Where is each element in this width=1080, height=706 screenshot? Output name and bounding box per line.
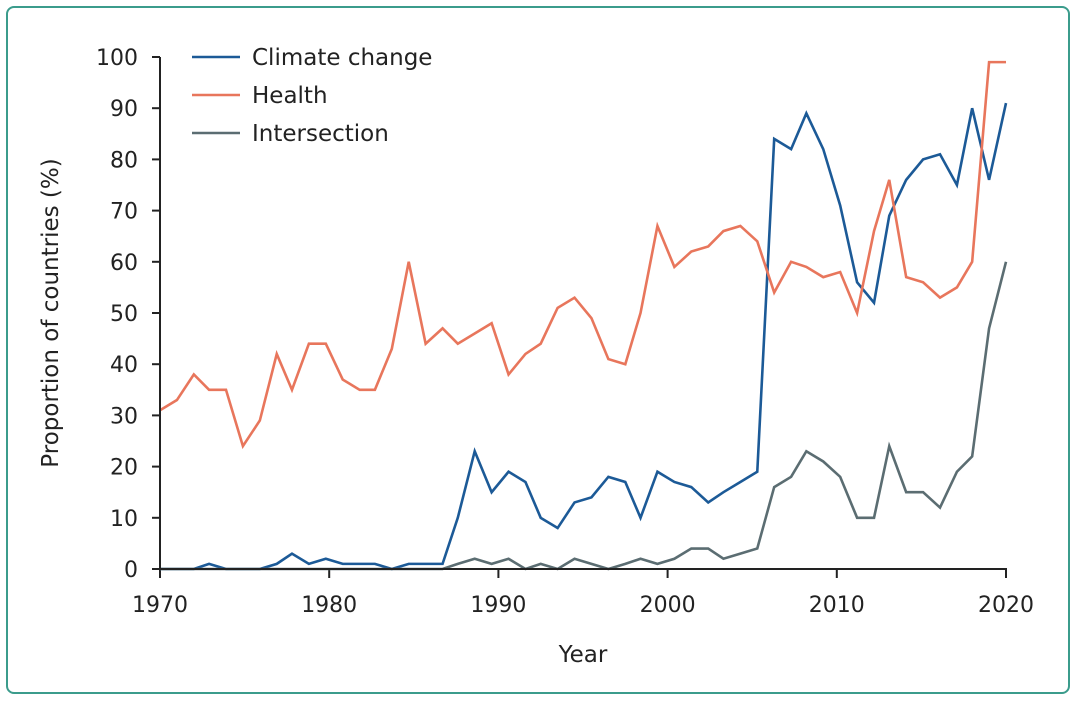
x-tick-label: 1990 (470, 593, 526, 618)
figure-frame (6, 6, 1070, 694)
y-tick-label: 70 (110, 200, 138, 225)
x-tick-label: 1970 (132, 593, 188, 618)
y-axis-label: Proportion of countries (%) (38, 158, 64, 467)
y-tick-label: 10 (110, 507, 138, 532)
x-tick-label: 2020 (978, 593, 1034, 618)
x-tick-label: 2000 (640, 593, 696, 618)
series-line-health (159, 60, 1006, 450)
x-tick-label: 2010 (809, 593, 865, 618)
legend-label-climate-change: Climate change (252, 45, 432, 71)
legend-label-intersection: Intersection (252, 121, 389, 147)
legend-label-health: Health (252, 83, 328, 109)
y-tick-label: 50 (110, 302, 138, 327)
y-tick-label: 30 (110, 404, 138, 429)
series-line-climate-change (160, 102, 1008, 571)
y-tick-label: 0 (124, 558, 138, 583)
y-tick-label: 80 (110, 148, 138, 173)
x-tick-label: 1980 (301, 593, 357, 618)
y-tick-label: 20 (110, 456, 138, 481)
y-tick-label: 90 (110, 97, 138, 122)
y-tick-label: 40 (110, 353, 138, 378)
x-axis-label: Year (558, 642, 608, 668)
y-tick-label: 60 (110, 251, 138, 276)
y-tick-label: 100 (96, 46, 138, 71)
